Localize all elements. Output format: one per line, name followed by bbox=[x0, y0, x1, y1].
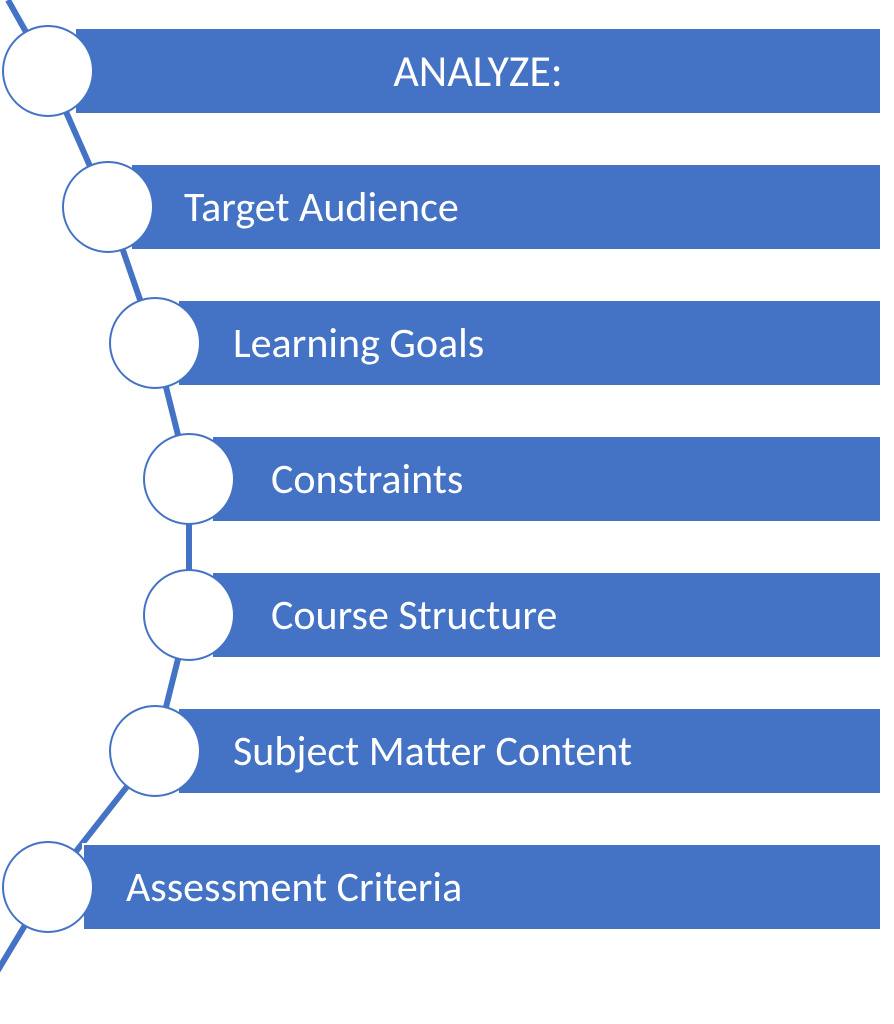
item-label: Learning Goals bbox=[233, 318, 484, 369]
item-label: Target Audience bbox=[184, 182, 459, 233]
node-circle bbox=[143, 569, 235, 661]
item-bar: Course Structure bbox=[211, 571, 882, 659]
diagram-canvas: ANALYZE: Target Audience Learning Goals Con… bbox=[0, 0, 894, 1024]
node-circle bbox=[109, 297, 201, 389]
item-bar: Subject Matter Content bbox=[177, 707, 882, 795]
node-circle bbox=[2, 25, 94, 117]
header-bar: ANALYZE: bbox=[74, 27, 882, 115]
node-circle bbox=[62, 161, 154, 253]
item-label: ANALYZE: bbox=[393, 44, 562, 98]
node-circle bbox=[2, 841, 94, 933]
item-label: Course Structure bbox=[271, 590, 557, 641]
item-label: Subject Matter Content bbox=[233, 726, 632, 777]
item-bar: Target Audience bbox=[130, 163, 882, 251]
item-label: Constraints bbox=[271, 454, 463, 505]
item-label: Assessment Criteria bbox=[126, 862, 462, 913]
item-bar: Assessment Criteria bbox=[82, 843, 882, 931]
item-bar: Constraints bbox=[211, 435, 882, 523]
item-bar: Learning Goals bbox=[177, 299, 882, 387]
node-circle bbox=[109, 705, 201, 797]
node-circle bbox=[143, 433, 235, 525]
